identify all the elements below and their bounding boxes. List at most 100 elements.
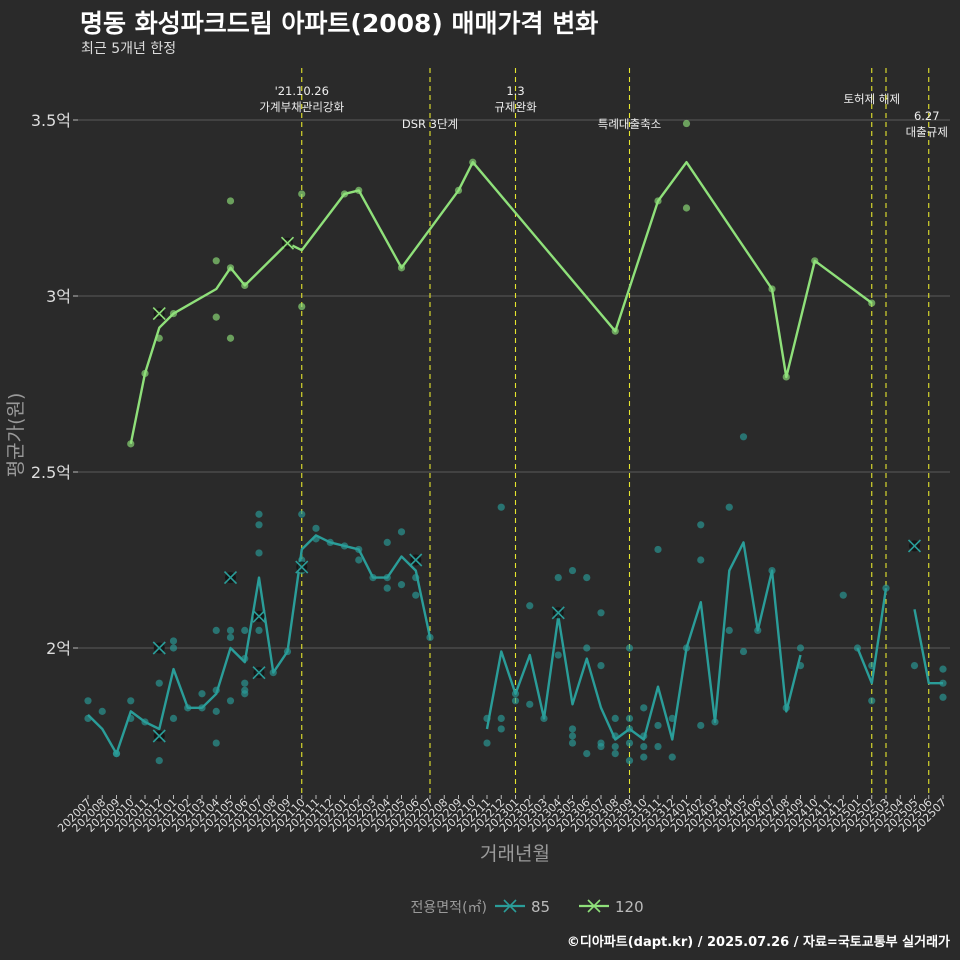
cross-marker — [152, 729, 166, 743]
data-point — [212, 739, 220, 747]
cross-marker — [907, 539, 922, 553]
data-point — [226, 626, 235, 635]
data-point — [654, 721, 662, 730]
cross-marker — [551, 606, 565, 620]
data-point — [682, 119, 691, 128]
data-point — [155, 757, 163, 765]
series-line — [485, 541, 802, 741]
data-point — [255, 626, 263, 635]
data-point — [397, 528, 406, 536]
data-point — [155, 679, 163, 687]
data-point — [127, 697, 135, 705]
data-point — [568, 566, 577, 575]
data-marks — [84, 119, 947, 765]
data-point — [226, 197, 235, 205]
data-point — [640, 753, 648, 761]
data-point — [611, 742, 619, 751]
grid-lines — [78, 119, 950, 649]
y-axis-label: 평균가(원) — [5, 393, 27, 478]
event-label: 대출규제 — [906, 125, 948, 139]
event-label: 규제완화 — [494, 100, 537, 114]
data-point — [226, 697, 235, 705]
data-point — [625, 714, 634, 723]
data-point — [298, 302, 306, 311]
event-label: 가계부채관리강화 — [259, 100, 344, 114]
data-point — [383, 538, 391, 547]
data-point — [654, 742, 662, 751]
data-point — [241, 679, 249, 687]
event-label: '21.10.26 — [275, 84, 329, 98]
data-point — [298, 510, 306, 518]
series-line — [87, 534, 432, 755]
data-point — [597, 742, 605, 751]
data-point — [169, 637, 178, 645]
data-point — [212, 626, 220, 635]
data-point — [255, 521, 263, 529]
data-point — [212, 313, 220, 321]
series-line — [129, 160, 873, 445]
event-label: 1.3 — [506, 84, 524, 98]
x-axis-label: 거래년월 — [480, 843, 550, 865]
data-point — [212, 707, 220, 715]
chart-subtitle: 최근 5개년 한정 — [81, 41, 177, 57]
data-point — [497, 503, 505, 511]
data-point — [554, 574, 562, 582]
data-point — [654, 545, 662, 554]
data-point — [426, 633, 434, 642]
data-point — [625, 739, 634, 747]
data-point — [611, 714, 619, 723]
cross-marker — [223, 571, 238, 585]
data-point — [697, 721, 705, 730]
data-point — [597, 662, 605, 670]
data-point — [583, 750, 591, 758]
data-point — [725, 503, 733, 511]
data-point — [568, 739, 577, 747]
data-point — [483, 739, 491, 747]
data-point — [910, 662, 919, 670]
data-point — [697, 521, 705, 529]
data-point — [169, 714, 178, 723]
data-point — [611, 750, 619, 758]
y-axis: 2억 2.5억 3억 3.5억 — [31, 111, 78, 658]
cross-marker — [152, 641, 166, 655]
data-point — [397, 581, 406, 589]
data-point — [568, 725, 577, 733]
data-point — [255, 549, 263, 557]
data-point — [682, 204, 691, 212]
data-point — [526, 602, 534, 610]
data-point — [796, 644, 805, 652]
y-tick-label: 3.5억 — [31, 111, 71, 130]
data-point — [298, 190, 306, 198]
legend-title: 전용면적(㎡) — [411, 900, 487, 916]
cross-marker — [409, 553, 423, 567]
chart-title: 명동 화성파크드림 아파트(2008) 매매가격 변화 — [80, 9, 599, 38]
data-point — [241, 626, 249, 635]
y-tick-label: 3억 — [46, 287, 71, 306]
legend: 전용면적(㎡) 85 120 — [411, 898, 644, 916]
data-point — [583, 644, 591, 652]
data-point — [939, 665, 947, 673]
data-point — [640, 742, 648, 751]
data-point — [668, 714, 676, 723]
data-point — [198, 690, 206, 698]
legend-marker — [587, 899, 601, 913]
y-tick-label: 2억 — [46, 639, 71, 658]
legend-label: 85 — [531, 898, 550, 916]
data-point — [255, 510, 263, 518]
data-point — [497, 725, 505, 733]
data-point — [554, 651, 562, 659]
data-point — [526, 700, 534, 708]
data-point — [241, 690, 249, 698]
data-point — [839, 591, 847, 599]
data-point — [868, 697, 876, 705]
data-point — [939, 693, 947, 701]
event-label: 특례대출축소 — [598, 117, 661, 131]
event-label: 6.27 — [914, 109, 940, 123]
data-point — [697, 556, 705, 564]
data-point — [98, 707, 106, 715]
legend-label: 120 — [615, 898, 644, 916]
data-point — [169, 644, 178, 652]
